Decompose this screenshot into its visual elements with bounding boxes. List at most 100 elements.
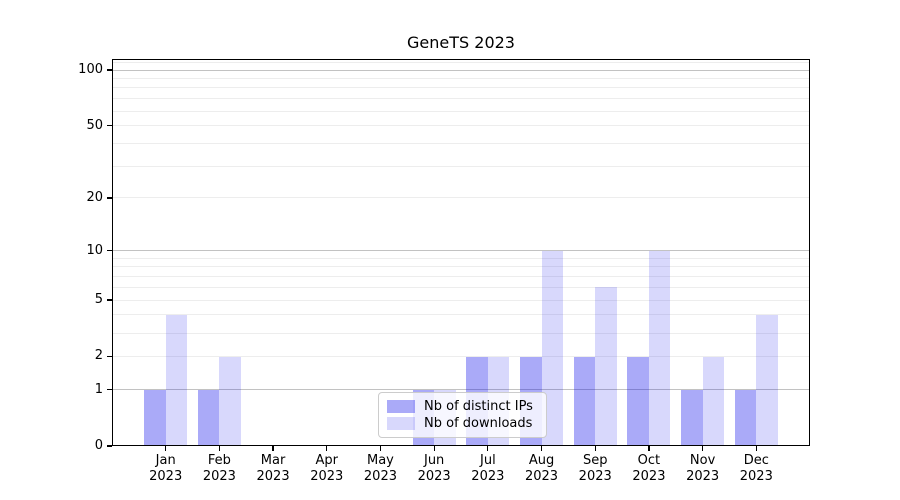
x-tick-mark [379,446,382,451]
gridline-minor [112,276,810,278]
y-tick-mark [107,355,112,358]
x-tick-label-year: 2023 [524,469,559,484]
bar-downloads-feb [219,356,241,446]
x-tick-label-year: 2023 [310,469,344,484]
x-tick-mark [165,446,167,451]
bar-distinct-ips-feb [197,389,220,446]
gridline-minor [112,98,810,100]
gridline-minor [112,314,810,316]
x-tick-mark [326,446,328,451]
x-tick-label-year: 2023 [739,469,773,484]
gridline-minor [112,286,810,288]
x-tick-label: May 2023 [352,453,408,485]
x-tick-mark [701,446,704,451]
x-tick-label: Mar 2023 [245,453,301,485]
bar-downloads-nov [702,356,725,446]
legend-swatch-distinct-ips [387,400,415,413]
x-tick-label: Dec 2023 [728,453,784,485]
y-tick-label: 1 [94,381,103,397]
y-tick-mark [107,445,112,447]
x-tick-label-year: 2023 [149,469,183,484]
x-tick-label-month: Mar [260,453,286,468]
x-tick-label-month: Jan [155,453,176,468]
bar-distinct-ips-sep [573,356,596,446]
x-tick-label-month: May [367,453,394,468]
x-tick-label-month: Jun [423,453,445,468]
y-tick-label: 20 [86,189,103,205]
y-tick-label: 0 [94,438,103,453]
gridline-major [112,389,810,391]
y-tick-label: 2 [94,348,103,364]
x-tick-label-year: 2023 [632,469,666,484]
gridline-minor [112,355,810,357]
x-tick-label-month: Dec [743,453,769,468]
legend-item-distinct-ips: Nb of distinct IPs [387,399,538,414]
x-tick-label-year: 2023 [686,469,720,484]
x-tick-label: Sep 2023 [567,453,623,485]
bar-distinct-ips-oct [627,356,649,446]
x-tick-label-year: 2023 [578,469,612,484]
x-tick-mark [540,446,543,451]
x-tick-label: Feb 2023 [191,453,247,485]
gridline-major [112,250,810,252]
x-tick-label: Jan 2023 [138,453,194,485]
x-tick-mark [648,446,650,451]
x-tick-mark [487,446,489,451]
x-tick-label: Apr 2023 [299,453,355,485]
gridline-minor [112,165,810,167]
y-tick-mark [107,299,112,301]
x-tick-label-month: Apr [315,453,339,468]
gridline-minor [112,87,810,89]
gridline-minor [112,110,810,112]
legend-item-downloads: Nb of downloads [387,416,538,431]
x-tick-label-year: 2023 [471,469,505,484]
bar-downloads-jan [165,314,188,446]
x-tick-label-month: Jul [480,453,496,468]
x-tick-label-month: Nov [689,453,716,468]
chart-title: GeneTS 2023 [407,33,515,52]
x-tick-label-month: Oct [637,453,661,468]
gridline-minor [112,257,810,259]
legend-swatch-downloads [387,417,415,430]
y-tick-mark [107,125,112,127]
legend-label-distinct-ips: Nb of distinct IPs [424,399,533,414]
bar-downloads-oct [648,250,671,446]
x-tick-label-year: 2023 [202,469,236,484]
y-tick-label: 100 [78,62,103,77]
x-tick-label: Aug 2023 [514,453,570,485]
x-tick-label-month: Sep [582,453,608,468]
x-tick-mark [433,446,435,451]
x-tick-label: Nov 2023 [675,453,731,485]
gridline-minor [112,332,810,334]
x-tick-label-year: 2023 [256,469,290,484]
y-tick-mark [107,249,112,252]
bar-distinct-ips-nov [681,389,703,446]
x-tick-mark [218,446,221,451]
x-tick-label-month: Feb [207,453,231,468]
bar-distinct-ips-dec [734,389,757,446]
x-tick-label-month: Aug [528,453,555,468]
y-tick-label: 5 [94,292,103,308]
gridline-minor [112,77,810,79]
y-tick-label: 50 [86,117,103,133]
bar-downloads-sep [595,287,617,446]
x-tick-mark [594,446,596,451]
x-tick-label: Oct 2023 [621,453,677,485]
x-tick-mark [755,446,757,451]
gridline-minor [112,125,810,127]
x-tick-label-year: 2023 [363,469,397,484]
y-tick-mark [107,69,112,71]
x-tick-label: Jun 2023 [406,453,462,485]
legend-label-downloads: Nb of downloads [424,416,533,431]
y-tick-label: 10 [86,242,103,258]
y-tick-mark [107,388,112,391]
gridline-minor [112,197,810,199]
bar-distinct-ips-jan [144,389,166,446]
gridline-minor [112,142,810,144]
gridline-minor [112,61,810,63]
gridline-minor [112,299,810,301]
plot-area [112,59,810,446]
gridline-major [112,69,810,71]
x-tick-label-year: 2023 [417,469,451,484]
